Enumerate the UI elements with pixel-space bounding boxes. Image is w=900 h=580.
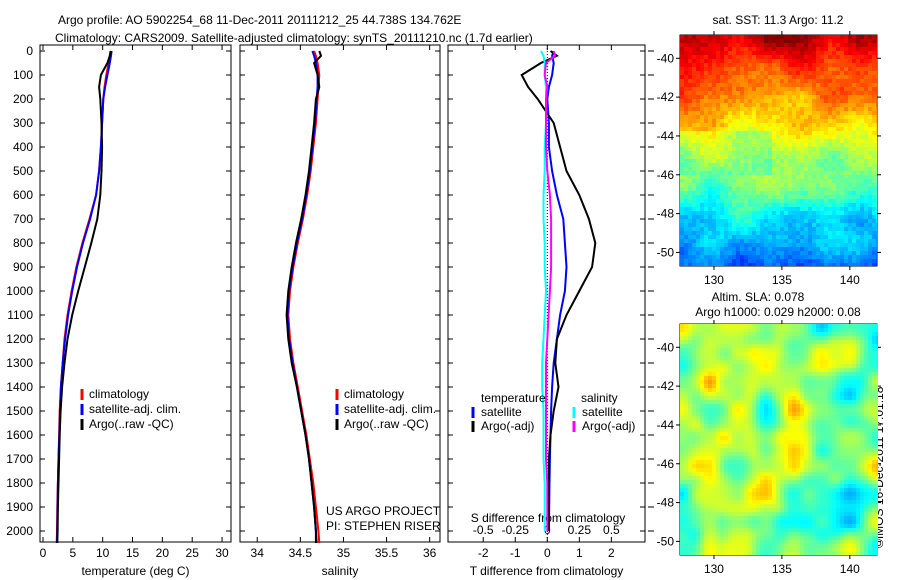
x-tick-label: 34.5 — [289, 546, 313, 560]
legend-label: climatology — [89, 387, 149, 401]
x-tick-label: 15 — [126, 546, 140, 560]
y-tick-label: 0 — [26, 44, 33, 58]
legend-header-temperature: temperature — [481, 391, 546, 405]
difference-x-axis-label: T difference from climatology — [470, 564, 624, 578]
map-y-tick-label: -40 — [657, 51, 675, 65]
series-line-argo-raw-qc- — [56, 50, 112, 544]
series-line-argo-raw-qc- — [285, 50, 323, 543]
pi-annotation: PI: STEPHEN RISER — [326, 519, 441, 533]
y-tick-label: 1000 — [6, 284, 33, 298]
y-tick-label: 400 — [13, 140, 33, 154]
legend-label: Argo(-adj) — [481, 419, 534, 433]
sst-map-title: sat. SST: 11.3 Argo: 11.2 — [713, 13, 844, 27]
y-tick-label: 500 — [13, 164, 33, 178]
x-tick-label: 20 — [156, 546, 170, 560]
map-y-tick-label: -40 — [657, 340, 675, 354]
title-line-2: Climatology: CARS2009. Satellite-adjuste… — [55, 31, 533, 45]
map-x-tick-label: 140 — [840, 273, 860, 287]
series-line-s-argo-adj- — [543, 50, 557, 531]
map-y-tick-label: -50 — [657, 534, 675, 548]
salinity-x-axis-label: salinity — [322, 564, 359, 578]
map-x-tick-label: 130 — [704, 273, 724, 287]
s-tick-label: 0.25 — [568, 523, 592, 537]
map-y-tick-label: -46 — [657, 457, 675, 471]
series-line-satellite-adj-clim- — [56, 50, 113, 544]
y-tick-label: 600 — [13, 188, 33, 202]
map-y-tick-label: -42 — [657, 90, 675, 104]
y-tick-label: 1600 — [6, 428, 33, 442]
legend-label: Argo(..raw -QC) — [89, 417, 174, 431]
map-y-tick-label: -46 — [657, 168, 675, 182]
sst-map-image — [680, 35, 877, 266]
x-tick-label: 34 — [251, 546, 265, 560]
map-x-tick-label: 130 — [704, 562, 724, 576]
x-tick-label: 10 — [96, 546, 110, 560]
y-tick-label: 700 — [13, 212, 33, 226]
y-tick-label: 1400 — [6, 380, 33, 394]
map-y-tick-label: -44 — [657, 418, 675, 432]
s-tick-label: -0.25 — [502, 523, 530, 537]
x-tick-label: 2 — [608, 546, 615, 560]
y-tick-label: 100 — [13, 68, 33, 82]
s-tick-label: 0.5 — [603, 523, 620, 537]
map-x-tick-label: 135 — [772, 273, 792, 287]
map-x-tick-label: 140 — [840, 562, 860, 576]
map-y-tick-label: -42 — [657, 379, 675, 393]
legend-label: satellite-adj. clim. — [344, 402, 436, 416]
sla-map-title: Altim. SLA: 0.078 — [712, 290, 805, 304]
y-tick-label: 1900 — [6, 500, 33, 514]
map-x-tick-label: 135 — [772, 562, 792, 576]
map-y-tick-label: -50 — [657, 245, 675, 259]
y-tick-label: 300 — [13, 116, 33, 130]
y-tick-label: 1300 — [6, 356, 33, 370]
x-tick-label: 30 — [215, 546, 229, 560]
series-line-s-satellite — [540, 50, 548, 531]
legend-label: satellite — [582, 405, 623, 419]
series-line-t-argo-adj- — [520, 50, 597, 531]
legend-label: satellite — [481, 405, 522, 419]
x-tick-label: 0 — [544, 546, 551, 560]
legend-label: Argo(-adj) — [582, 419, 635, 433]
y-tick-label: 2000 — [6, 524, 33, 538]
y-tick-label: 1500 — [6, 404, 33, 418]
y-tick-label: 200 — [13, 92, 33, 106]
y-tick-label: 1700 — [6, 452, 33, 466]
x-tick-label: 35 — [337, 546, 351, 560]
map-y-tick-label: -48 — [657, 207, 675, 221]
temperature-axes-frame — [39, 44, 232, 543]
legend-label: climatology — [344, 387, 404, 401]
project-annotation: US ARGO PROJECT — [326, 504, 441, 518]
x-tick-label: -2 — [478, 546, 489, 560]
y-tick-label: 1200 — [6, 332, 33, 346]
map-y-tick-label: -44 — [657, 129, 675, 143]
x-tick-label: 1 — [576, 546, 583, 560]
legend-label: satellite-adj. clim. — [89, 402, 181, 416]
s-tick-label: -0.5 — [473, 523, 494, 537]
x-tick-label: 36 — [423, 546, 437, 560]
y-tick-label: 1100 — [7, 308, 33, 322]
x-tick-label: 5 — [69, 546, 76, 560]
temperature-x-axis-label: temperature (deg C) — [81, 564, 189, 578]
y-tick-label: 900 — [13, 260, 33, 274]
y-tick-label: 1800 — [6, 476, 33, 490]
x-tick-label: 35.5 — [375, 546, 399, 560]
x-tick-label: 0 — [40, 546, 47, 560]
sla-map-image — [680, 324, 878, 555]
x-tick-label: 25 — [186, 546, 200, 560]
map-y-tick-label: -48 — [657, 496, 675, 510]
x-tick-label: -1 — [510, 546, 521, 560]
salinity-axes-frame — [239, 44, 441, 543]
legend-label: Argo(..raw -QC) — [344, 417, 429, 431]
title-line-1: Argo profile: AO 5902254_68 11-Dec-2011 … — [58, 13, 461, 27]
difference-axes-frame — [447, 44, 646, 543]
y-tick-label: 800 — [13, 236, 33, 250]
legend-header-salinity: salinity — [581, 391, 618, 405]
sla-map-subtitle: Argo h1000: 0.029 h2000: 0.08 — [695, 305, 861, 319]
